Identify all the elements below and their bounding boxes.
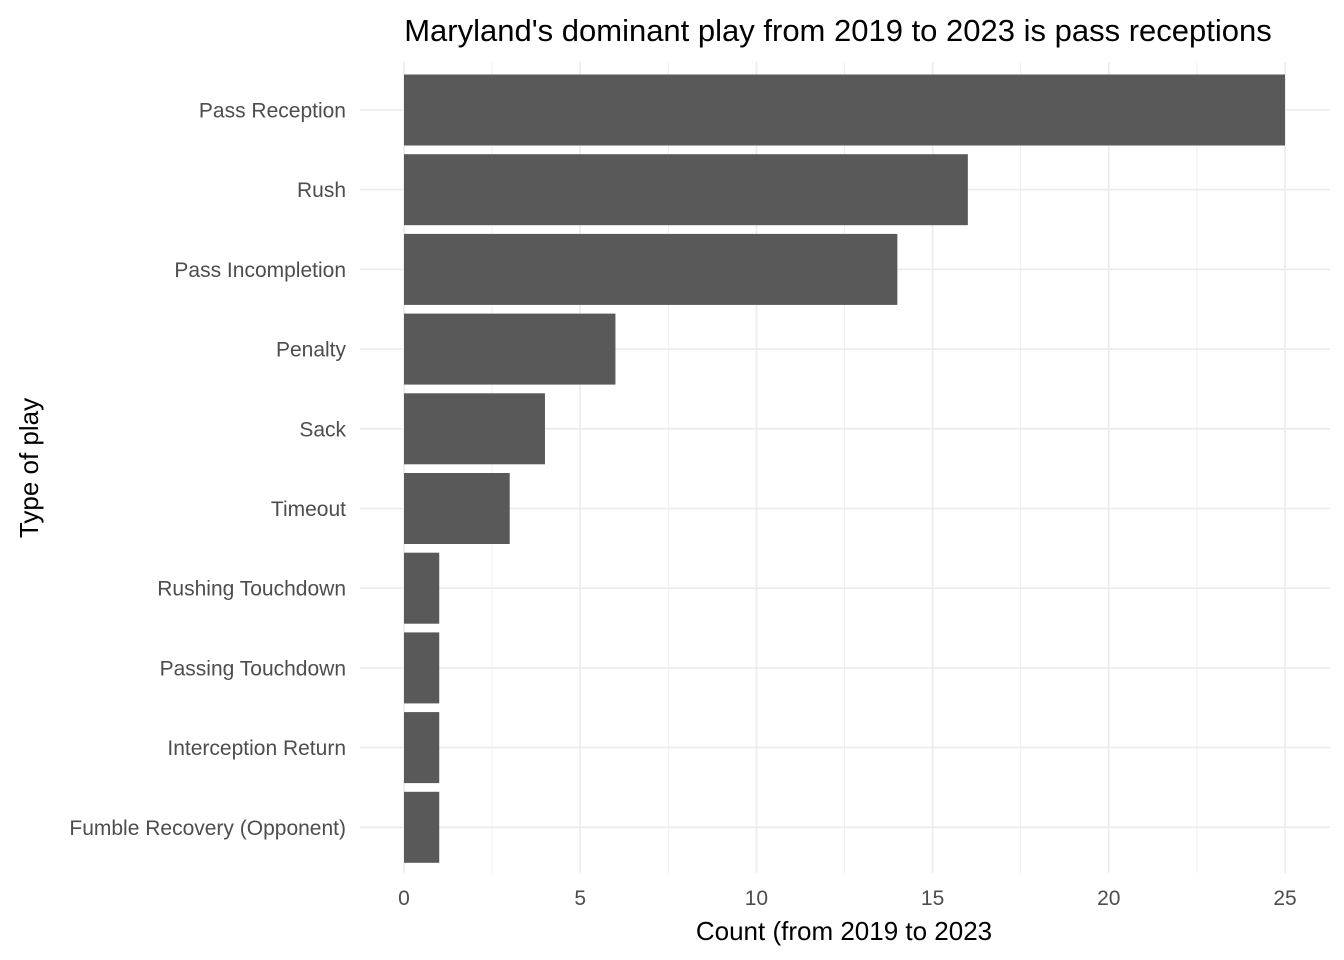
y-tick-label: Timeout: [271, 498, 346, 521]
y-tick-label: Sack: [299, 418, 346, 441]
x-tick-label: 10: [745, 887, 768, 910]
y-tick-label: Pass Incompletion: [174, 259, 346, 282]
y-tick-label: Rushing Touchdown: [157, 578, 346, 601]
bar: [404, 552, 440, 624]
x-tick-label: 15: [921, 887, 944, 910]
y-tick-label: Pass Reception: [199, 100, 346, 123]
x-tick-label: 25: [1273, 887, 1296, 910]
x-tick-label: 20: [1097, 887, 1120, 910]
bar: [404, 632, 440, 704]
bars: [404, 74, 1285, 863]
x-axis-tick-labels: 0 5 10 15 20 25: [398, 887, 1297, 910]
x-axis-title: Count (from 2019 to 2023: [696, 916, 992, 946]
chart-title: Maryland's dominant play from 2019 to 20…: [404, 13, 1272, 48]
bar: [404, 313, 616, 385]
y-tick-label: Passing Touchdown: [160, 657, 346, 680]
bar: [404, 233, 898, 305]
bar: [404, 74, 1285, 146]
x-tick-label: 0: [398, 887, 410, 910]
y-axis-tick-labels: Pass Reception Rush Pass Incompletion Penal…: [69, 100, 346, 840]
bar: [404, 712, 440, 784]
y-tick-label: Interception Return: [167, 737, 346, 760]
bar: [404, 154, 968, 226]
x-tick-label: 5: [574, 887, 586, 910]
bar: [404, 473, 510, 544]
y-tick-label: Rush: [297, 179, 346, 202]
y-axis-title: Type of play: [14, 398, 44, 538]
bar: [404, 393, 545, 465]
y-tick-label: Fumble Recovery (Opponent): [69, 817, 346, 840]
bar: [404, 791, 440, 863]
y-tick-label: Penalty: [276, 339, 347, 362]
